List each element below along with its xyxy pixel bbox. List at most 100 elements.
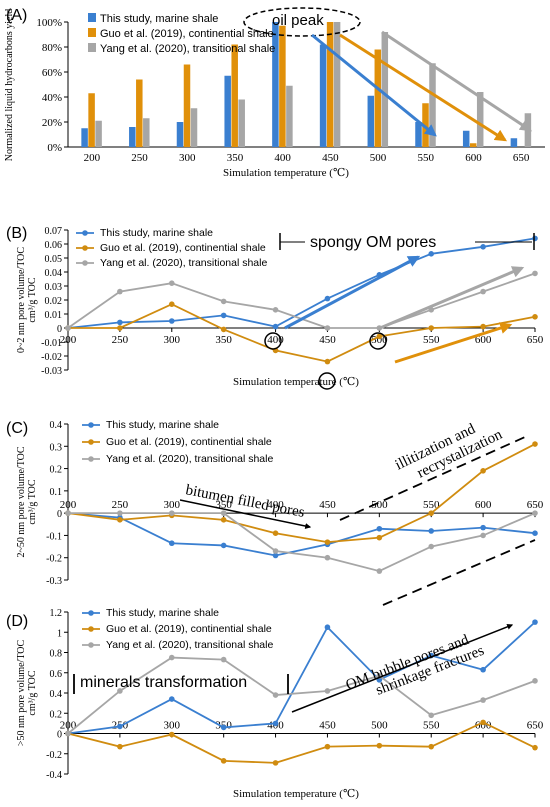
panel-a-bar — [326, 22, 334, 147]
panel-D-point — [480, 697, 486, 703]
panel-B-xtick-label: 500 — [371, 334, 388, 346]
panel-a-bar — [476, 92, 484, 147]
panel-a-ytick-label: 40% — [42, 92, 62, 104]
panel-D-point — [532, 678, 538, 684]
panel-B-ytick-label: 0.02 — [45, 296, 63, 307]
panel-D-point — [220, 758, 227, 764]
panel-C-xtick-label: 300 — [164, 499, 181, 511]
panel-D-xtick-label: 550 — [423, 720, 440, 732]
panel-a-legend-swatch — [88, 43, 96, 52]
panel-C-ylabel-1: 2~50 nm pore volume/TOC — [16, 446, 27, 557]
panel-D-legend-label: This study, marine shale — [106, 607, 219, 619]
panel-B-ytick-label: 0.04 — [45, 268, 63, 279]
panel-D-series-line — [67, 721, 536, 764]
panel-B-legend-marker — [82, 230, 88, 236]
panel-C-point — [272, 548, 279, 554]
panel-C-legend-marker — [88, 422, 94, 428]
panel-B-point — [428, 251, 435, 257]
panel-a-bar — [136, 79, 143, 147]
illit-dashed-lower — [382, 539, 536, 606]
panel-C-xtick-label: 550 — [423, 499, 440, 511]
panel-C-point — [532, 441, 538, 447]
panel-a-xtick-label: 650 — [513, 152, 530, 164]
panel-D-legend-label: Guo et al. (2019), continential shale — [106, 623, 272, 635]
panel-B-xtick-label: 300 — [164, 334, 181, 346]
panel-D-point — [272, 692, 279, 698]
panel-a-bar — [429, 63, 436, 147]
panel-B-point — [220, 312, 227, 319]
panel-C-point — [117, 517, 123, 523]
panel-D-series-line — [67, 656, 536, 735]
panel-a-ytick-label: 80% — [42, 42, 62, 54]
panel-a-bar — [333, 22, 341, 147]
panel-a-bar — [183, 64, 191, 147]
panel-C-ytick-label: 0 — [57, 509, 62, 520]
panel-B-xtick-label: 200 — [60, 334, 77, 346]
panel-C-point — [168, 510, 175, 516]
panel-B-point — [324, 325, 331, 331]
panel-C-point — [220, 510, 227, 516]
panel-C-ytick-label: -0.3 — [46, 576, 62, 587]
panel-D-ytick-label: 0.4 — [50, 689, 63, 700]
panel-D-xtick-label: 450 — [319, 720, 336, 732]
panel-a-bar — [469, 143, 477, 147]
panel-C-xtick-label: 250 — [112, 499, 129, 511]
panel-C-point — [272, 552, 279, 559]
panel-D-ytick-label: 0.8 — [50, 649, 63, 660]
panel-B-xtick-label: 450 — [319, 334, 336, 346]
panel-a-xtick-label: 350 — [227, 152, 244, 164]
panel-D-point — [532, 619, 538, 625]
panel-D-point — [272, 760, 279, 766]
panel-B-ytick-label: 0.03 — [45, 282, 63, 293]
highlight-circle — [369, 332, 387, 350]
panel-C-point — [65, 510, 71, 516]
panel-B-ytick-label: 0.05 — [45, 254, 63, 265]
panel-D-point — [65, 730, 71, 737]
panel-D-point — [324, 688, 331, 694]
panel-B-legend-marker — [82, 245, 88, 251]
panel-a-xtick-label: 400 — [274, 152, 291, 164]
panel-a: 0% 20% 40% 60% 80% 100% 200 250 300 350 400 450 500 5… — [4, 7, 545, 179]
panel-C-xtick-label: 600 — [475, 499, 492, 511]
panel-B-point — [532, 235, 538, 242]
panel-B-legend-label: Guo et al. (2019), continential shale — [100, 242, 266, 254]
panel-D-ytick-label: 1 — [57, 628, 62, 639]
panel-D-point — [220, 656, 227, 663]
panel-C-point — [220, 542, 227, 549]
panel-C-series-line — [68, 512, 536, 573]
panel-C-point — [532, 510, 538, 516]
panel-D-xlabel: Simulation temperature (℃) — [233, 788, 359, 800]
panel-C-series-line — [67, 512, 536, 557]
panel-C-xtick-label: 400 — [267, 499, 284, 511]
panel-D-xtick-label: 200 — [60, 720, 77, 732]
panel-D-xtick-label: 600 — [475, 720, 492, 732]
panel-B-legend-label: This study, marine shale — [100, 227, 213, 239]
panel-a-xtick-label: 300 — [179, 152, 196, 164]
panel-D-legend-marker — [88, 610, 94, 616]
panel-D-point — [272, 720, 279, 727]
panel-b-gray-arrow — [379, 266, 525, 330]
panel-c-arrow — [179, 499, 312, 529]
panel-D-ytick-label: -0.2 — [46, 750, 62, 761]
panel-C-point — [428, 543, 435, 550]
panel-a-bar — [374, 49, 382, 147]
panel-C-xtick-label: 200 — [60, 499, 77, 511]
panel-B-series-line — [67, 237, 536, 329]
panel-a-orange-arrow — [339, 33, 508, 142]
panel-C-ytick-label: -0.1 — [46, 531, 62, 542]
panel-a-bar — [95, 120, 102, 147]
panel-a-xtick-label: 200 — [84, 152, 101, 164]
panel-B-point — [428, 325, 435, 331]
panel-B-ytick-label: -0.03 — [41, 366, 62, 377]
panel-a-bar — [88, 93, 95, 147]
panel-B-legend-label: Yang et al. (2020), transitional shale — [100, 257, 267, 269]
panel-b: -0.03 -0.02 -0.01 0 0.01 0.02 0.03 0.04 0.05 0.06… — [6, 225, 544, 390]
panel-C-point — [480, 468, 486, 474]
panel-D-point — [117, 723, 123, 730]
panel-D-point — [117, 743, 123, 750]
panel-a-ytick-label: 60% — [42, 67, 62, 79]
panel-a-bar — [279, 25, 286, 147]
panel-B-point — [324, 295, 331, 302]
panel-C-point — [532, 530, 538, 536]
panel-B-point — [376, 333, 383, 340]
